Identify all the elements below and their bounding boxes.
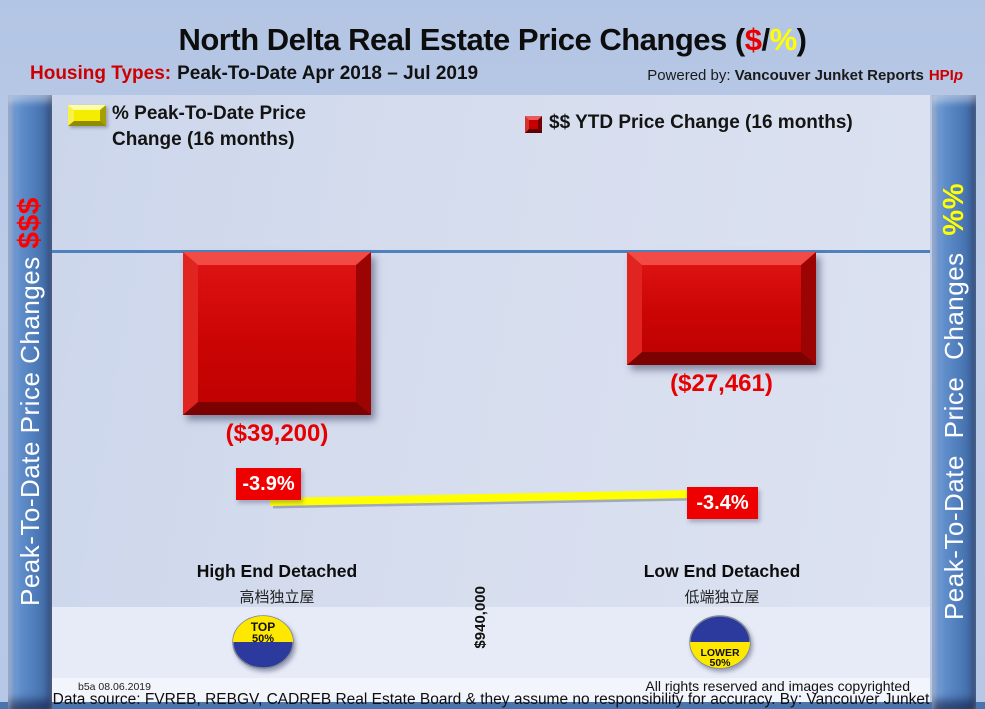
left-axis-bar: Peak-To-Date Price Changes $$$ bbox=[8, 95, 52, 709]
percent-change-line bbox=[269, 490, 696, 509]
hpi-label: HPI bbox=[928, 67, 954, 84]
top-badge-line2: 50% bbox=[252, 633, 274, 645]
right-axis-percent-accent: %% bbox=[937, 183, 970, 237]
housing-types-label: Housing Types: bbox=[30, 63, 172, 84]
footer-strip bbox=[52, 678, 930, 704]
bottom-border-bar bbox=[0, 702, 985, 709]
rights-notice: All rights reserved and images copyright… bbox=[645, 678, 910, 694]
hpi-p-label: p bbox=[953, 67, 963, 84]
category-label-high-end: High End Detached bbox=[196, 561, 358, 581]
lower-badge-line2: 50% bbox=[709, 657, 731, 669]
line-yellow bbox=[269, 490, 693, 506]
lower-50-badge-icon: LOWER 50% bbox=[689, 615, 751, 669]
category-label-zh-high-end: 高档独立屋 bbox=[239, 589, 315, 606]
percent-label-low-end: -3.4% bbox=[687, 487, 758, 519]
top-badge-line1: TOP bbox=[251, 620, 275, 634]
title-text: North Delta Real Estate Price Changes ( bbox=[178, 22, 745, 57]
legend-dollar-label: $$ YTD Price Change (16 months) bbox=[549, 112, 853, 133]
page-title: North Delta Real Estate Price Changes ($… bbox=[0, 22, 985, 58]
bar-value-label-low-end: ($27,461) bbox=[670, 370, 773, 397]
category-label-zh-low-end: 低端独立屋 bbox=[684, 589, 760, 606]
category-footer-strip bbox=[52, 607, 930, 678]
category-label-low-end: Low End Detached bbox=[643, 561, 801, 581]
bar-high-end-detached bbox=[183, 252, 371, 415]
right-axis-text: Peak-To-Date Price Changes bbox=[938, 236, 969, 621]
right-axis-title: Peak-To-Date Price Changes %% bbox=[938, 183, 971, 620]
powered-by-label: Powered by: bbox=[647, 67, 731, 84]
version-stamp: b5a 08.06.2019 bbox=[78, 681, 151, 693]
left-axis-text: Peak-To-Date Price Changes bbox=[15, 249, 45, 607]
data-source-notice: Data source: FVREB, REBGV, CADREB Real E… bbox=[52, 691, 930, 708]
line-shadow bbox=[272, 495, 696, 509]
percent-series-swatch-icon bbox=[68, 105, 106, 126]
lower-badge-line1: LOWER bbox=[700, 647, 739, 659]
subtitle: Housing Types: Peak-To-Date Apr 2018 – Ju… bbox=[30, 63, 478, 85]
right-axis-bar: Peak-To-Date Price Changes %% bbox=[932, 95, 976, 709]
left-axis-title: Peak-To-Date Price Changes $$$ bbox=[13, 197, 47, 606]
left-axis-dollar-accent: $$$ bbox=[13, 197, 46, 250]
title-slash: / bbox=[761, 22, 770, 57]
title-percent-symbol: % bbox=[769, 22, 798, 57]
powered-by: Powered by: Vancouver Junket Reports HPIp bbox=[647, 67, 963, 84]
bar-low-end-detached bbox=[627, 252, 816, 365]
legend-percent-label: % Peak-To-Date Price Change (16 months) bbox=[112, 103, 306, 150]
zero-baseline bbox=[52, 250, 930, 253]
title-close-paren: ) bbox=[796, 22, 807, 57]
bar-value-label-high-end: ($39,200) bbox=[225, 420, 329, 447]
date-range-label: Peak-To-Date Apr 2018 – Jul 2019 bbox=[177, 63, 479, 84]
percent-label-high-end: -3.9% bbox=[236, 468, 301, 500]
dollar-series-swatch-icon bbox=[525, 116, 542, 133]
top-50-badge-icon: TOP 50% bbox=[232, 615, 294, 669]
title-dollar-symbol: $ bbox=[744, 22, 762, 57]
powered-by-brand: Vancouver Junket Reports bbox=[734, 67, 924, 84]
